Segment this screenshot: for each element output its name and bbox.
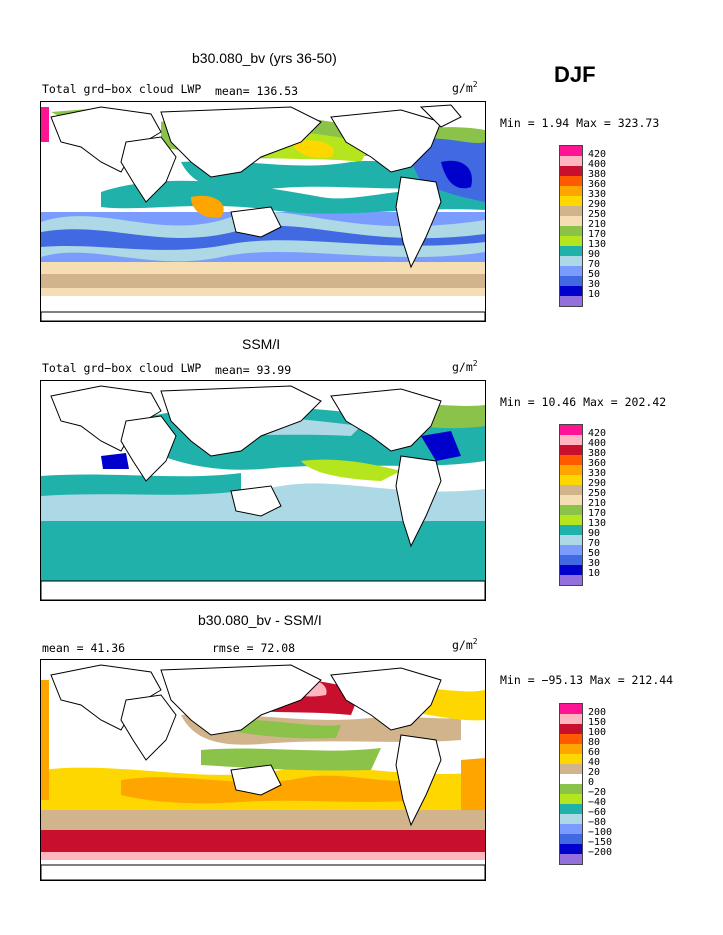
panel3-mean: mean = 41.36 [42, 641, 126, 655]
season-label: DJF [554, 62, 596, 87]
panel1-map [40, 101, 486, 322]
panel2-colorbar [559, 424, 583, 586]
panel2-title: SSM/I [242, 336, 281, 352]
panel3-map [40, 659, 486, 881]
panel2-subtitle: Total grd−box cloud LWP [42, 361, 202, 375]
panel2-units: g/m2 [452, 359, 478, 374]
panel3-rmse: rmse = 72.08 [212, 641, 296, 655]
panel2-colorbar-labels: 420 400 380 360 330 290 250 210 170 130 90 70 50… [588, 428, 607, 579]
panel2-mean: mean= 93.99 [215, 363, 292, 377]
panel1-subtitle: Total grd−box cloud LWP [42, 82, 202, 96]
panel1-units: g/m2 [452, 80, 478, 95]
panel3-colorbar-labels: 200 150 100 80 60 40 20 0 −20 −40 −60 −80 −100 −1… [588, 707, 613, 858]
panel1-minmax: Min = 1.94 Max = 323.73 [500, 116, 660, 130]
panel3-units: g/m2 [452, 637, 478, 652]
panel2-minmax: Min = 10.46 Max = 202.42 [500, 395, 667, 409]
panel1-colorbar-labels: 420 400 380 360 330 290 250 210 170 130 90 70 50… [588, 149, 607, 300]
panel1-colorbar [559, 145, 583, 307]
panel2-map [40, 380, 486, 601]
panel1-title: b30.080_bv (yrs 36-50) [192, 50, 337, 66]
panel1-mean: mean= 136.53 [215, 84, 299, 98]
panel3-title: b30.080_bv - SSM/I [198, 612, 322, 628]
panel3-minmax: Min = −95.13 Max = 212.44 [500, 673, 674, 687]
panel3-colorbar [559, 703, 583, 865]
